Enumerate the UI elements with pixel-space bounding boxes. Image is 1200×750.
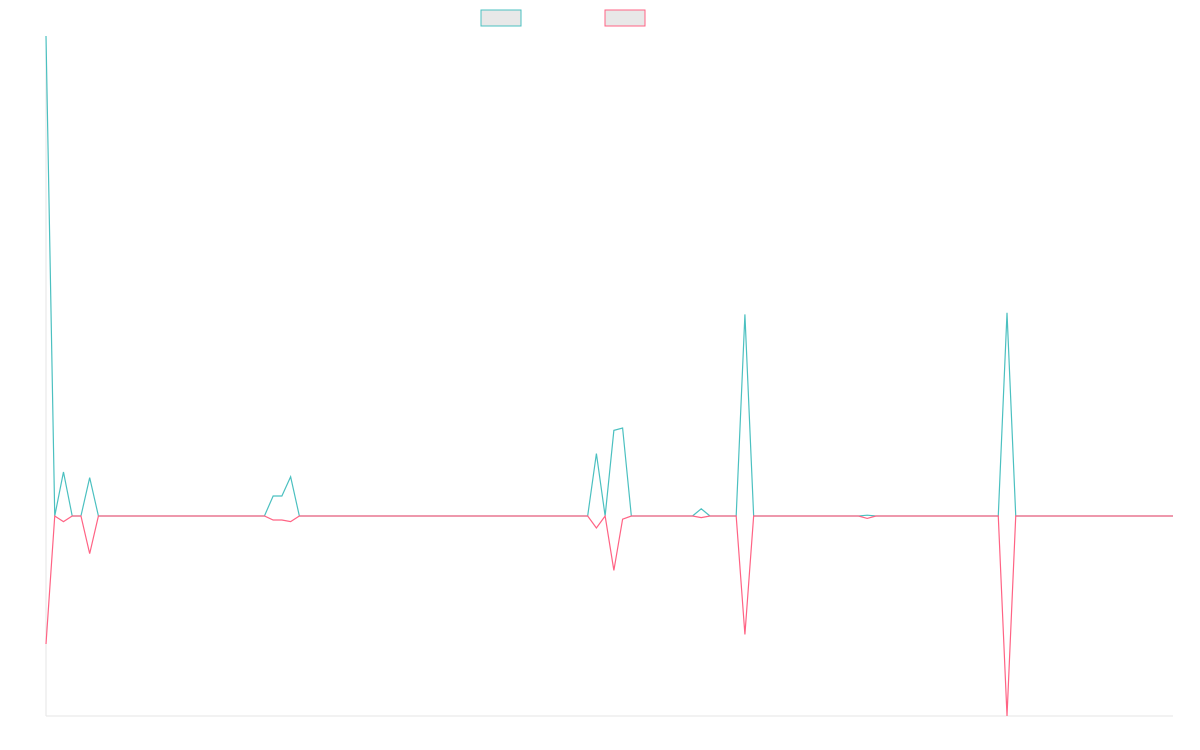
series-line-2	[45, 514, 1173, 717]
legend	[480, 9, 646, 27]
legend-swatch-series-2[interactable]	[604, 9, 646, 27]
series-line-1	[45, 35, 1173, 517]
series-layer	[45, 35, 1173, 717]
legend-swatch-series-1[interactable]	[480, 9, 522, 27]
axes	[45, 36, 1173, 717]
